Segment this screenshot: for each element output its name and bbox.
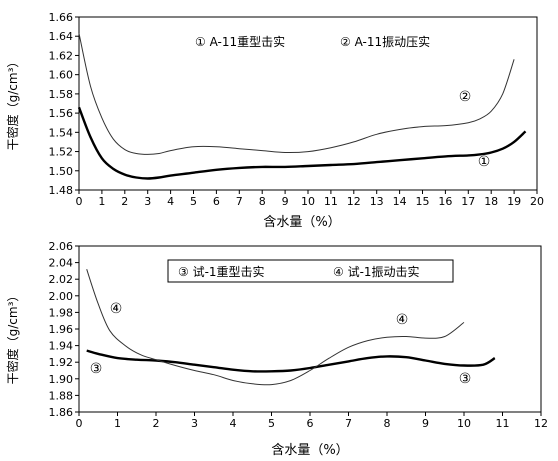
curve-marker: ④ — [110, 301, 123, 317]
y-tick-label: 2.00 — [49, 290, 74, 303]
y-tick-label: 2.02 — [49, 273, 74, 286]
legend-bottom: ③ 试-1重型击实 ④ 试-1振动击实 — [178, 264, 420, 279]
y-tick-label: 1.90 — [49, 373, 74, 386]
y-tick-label: 2.06 — [49, 240, 74, 253]
legend-item-1: ④ 试-1振动击实 — [333, 264, 420, 279]
x-axis-label-bottom: 含水量（%） — [271, 442, 348, 458]
y-tick-label: 1.64 — [49, 30, 74, 43]
legend-item-0: ① A-11重型击实 — [195, 34, 285, 49]
x-tick-label: 3 — [144, 195, 151, 208]
x-tick-label: 2 — [121, 195, 128, 208]
series-line-1 — [78, 33, 515, 155]
x-tick-label: 12 — [347, 195, 361, 208]
chart-top: 1.48 1.50 1.52 1.54 1.56 1.58 1.60 1.62 1.64 1.66… — [5, 11, 544, 230]
markers-bottom: ③ ④ ③ ④ — [90, 301, 472, 387]
x-tick-label: 6 — [213, 195, 220, 208]
y-tick-label: 1.66 — [49, 11, 74, 24]
ticks-bottom: 1.86 1.88 1.90 1.92 1.94 1.96 1.98 2.00 2.02 2.04… — [49, 240, 549, 430]
legend-item-1: ② A-11振动压实 — [340, 34, 430, 49]
y-tick-label: 1.92 — [49, 356, 74, 369]
curve-marker: ③ — [90, 361, 103, 377]
x-tick-label: 6 — [307, 417, 314, 430]
legend-top: ① A-11重型击实 ② A-11振动压实 — [195, 34, 430, 49]
x-tick-label: 3 — [191, 417, 198, 430]
x-tick-label: 8 — [384, 417, 391, 430]
curve-marker: ① — [478, 154, 491, 170]
x-tick-label: 2 — [153, 417, 160, 430]
x-tick-label: 5 — [268, 417, 275, 430]
x-tick-label: 13 — [370, 195, 384, 208]
series-bottom — [86, 269, 496, 386]
series-line-0 — [77, 106, 527, 180]
legend-box-bottom — [167, 259, 454, 283]
curve-marker: ④ — [396, 312, 409, 328]
y-axis-label-bottom: 干密度（g/cm³） — [5, 290, 20, 385]
markers-top: ①② — [459, 89, 491, 170]
x-tick-label: 15 — [416, 195, 430, 208]
y-tick-label: 1.60 — [49, 69, 74, 82]
y-tick-label: 1.48 — [49, 184, 74, 197]
x-tick-label: 0 — [76, 417, 83, 430]
y-tick-label: 1.52 — [49, 146, 74, 159]
y-tick-label: 1.62 — [49, 49, 74, 62]
x-tick-label: 10 — [457, 417, 471, 430]
x-tick-label: 5 — [190, 195, 197, 208]
x-tick-label: 11 — [496, 417, 510, 430]
y-tick-label: 1.86 — [49, 406, 74, 419]
y-tick-label: 1.94 — [49, 340, 74, 353]
series-top — [77, 33, 527, 180]
y-tick-label: 1.88 — [49, 389, 74, 402]
y-tick-label: 1.58 — [49, 88, 74, 101]
x-tick-label: 19 — [507, 195, 521, 208]
x-tick-label: 16 — [438, 195, 452, 208]
x-tick-label: 7 — [345, 417, 352, 430]
y-tick-label: 1.96 — [49, 323, 74, 336]
x-tick-label: 0 — [76, 195, 83, 208]
y-axis-label-top: 干密度（g/cm³） — [5, 56, 20, 151]
x-tick-label: 1 — [98, 195, 105, 208]
y-tick-label: 1.98 — [49, 306, 74, 319]
curve-marker: ③ — [459, 371, 472, 387]
x-tick-label: 18 — [484, 195, 498, 208]
y-tick-label: 2.04 — [49, 257, 74, 270]
y-tick-label: 1.50 — [49, 165, 74, 178]
chart-bottom: 1.86 1.88 1.90 1.92 1.94 1.96 1.98 2.00 2.02 2.04… — [5, 240, 548, 458]
x-tick-label: 11 — [324, 195, 338, 208]
ticks-top: 1.48 1.50 1.52 1.54 1.56 1.58 1.60 1.62 1.64 1.66… — [49, 11, 545, 208]
x-tick-label: 8 — [259, 195, 266, 208]
x-tick-label: 9 — [282, 195, 289, 208]
legend-item-0: ③ 试-1重型击实 — [178, 264, 265, 279]
y-tick-label: 1.56 — [49, 107, 74, 120]
x-tick-label: 9 — [422, 417, 429, 430]
x-tick-label: 12 — [534, 417, 548, 430]
x-axis-label-top: 含水量（%） — [263, 214, 340, 230]
curve-marker: ② — [459, 89, 472, 105]
x-tick-label: 7 — [236, 195, 243, 208]
y-tick-label: 1.54 — [49, 126, 74, 139]
x-tick-label: 14 — [393, 195, 407, 208]
x-tick-label: 10 — [301, 195, 315, 208]
x-tick-label: 17 — [461, 195, 475, 208]
x-tick-label: 4 — [230, 417, 237, 430]
series-line-0 — [86, 349, 496, 373]
x-tick-label: 4 — [167, 195, 174, 208]
x-tick-label: 1 — [114, 417, 121, 430]
x-tick-label: 20 — [530, 195, 544, 208]
series-line-1 — [86, 269, 465, 386]
